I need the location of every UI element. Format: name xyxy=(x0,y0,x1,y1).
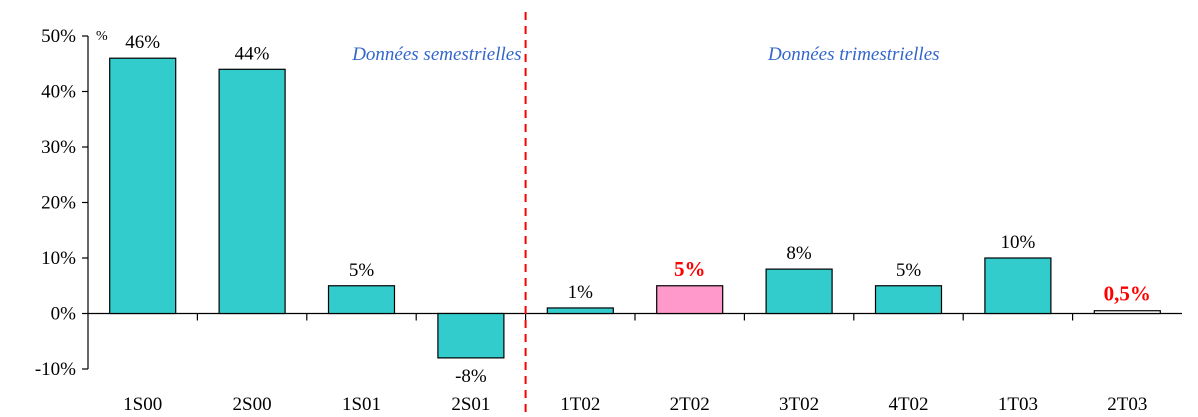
data-label: 1% xyxy=(568,282,594,303)
data-label: 5% xyxy=(896,260,922,281)
x-tick-label: 2S00 xyxy=(233,394,272,415)
bar-2t02 xyxy=(656,285,724,315)
x-tick-label: 4T02 xyxy=(888,394,928,415)
data-label: 8% xyxy=(786,243,812,264)
x-tick-label: 2S01 xyxy=(451,394,490,415)
bar-2s01 xyxy=(437,312,505,359)
x-tick-label: 3T02 xyxy=(779,394,819,415)
y-tick-label: 10% xyxy=(41,248,76,269)
data-label: 5% xyxy=(674,257,706,281)
y-tick-label: 50% xyxy=(41,26,76,47)
bar-1s00 xyxy=(109,57,177,315)
data-label: 44% xyxy=(235,43,270,64)
bar-1s01 xyxy=(327,285,396,315)
section-label: Données semestrielles xyxy=(351,44,521,65)
y-tick-label: 40% xyxy=(41,82,76,103)
data-label: 46% xyxy=(125,32,160,53)
x-tick-label: 1S01 xyxy=(342,394,381,415)
bar-2s00 xyxy=(218,68,286,315)
labels: 46% 1S00 44% 2S00 5% 1S01 -8% 2S01 1% 1T02 5% 2T02 8… xyxy=(123,32,1151,415)
x-tick-label: 2T02 xyxy=(670,394,710,415)
data-label: -8% xyxy=(455,366,487,387)
y-tick-label: 0% xyxy=(51,304,77,325)
x-tick-label: 2T03 xyxy=(1107,394,1147,415)
bar-1t03 xyxy=(984,257,1052,315)
y-tick-label: -10% xyxy=(35,359,76,380)
y-tick-label: 20% xyxy=(41,193,76,214)
x-tick-label: 1S00 xyxy=(123,394,162,415)
data-label: 0,5% xyxy=(1104,282,1151,306)
y-tick-label: 30% xyxy=(41,137,76,158)
data-label: 5% xyxy=(349,260,375,281)
unit-label: % xyxy=(96,29,108,44)
bar-3t02 xyxy=(765,268,833,315)
x-tick-label: 1T02 xyxy=(560,394,600,415)
bar-2t03 xyxy=(1093,310,1161,315)
bar-1t02 xyxy=(546,307,614,315)
data-label: 10% xyxy=(1000,232,1035,253)
axes: -10% 0% 10% 20% 30% 40% 50%% xyxy=(35,12,1182,417)
section-label: Données trimestrielles xyxy=(767,44,940,65)
bars xyxy=(109,57,1161,359)
x-tick-label: 1T03 xyxy=(998,394,1038,415)
bar-4t02 xyxy=(874,285,943,315)
